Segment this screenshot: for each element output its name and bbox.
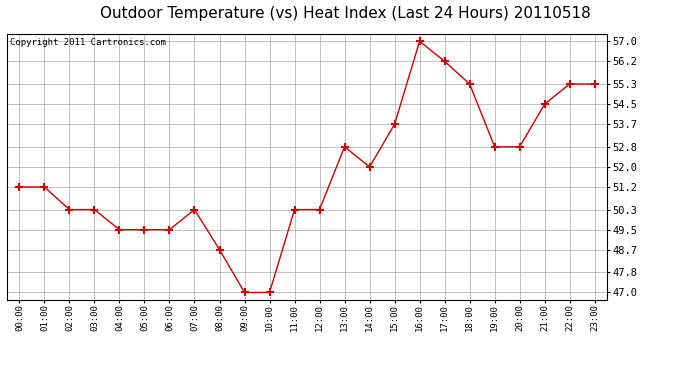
Text: Outdoor Temperature (vs) Heat Index (Last 24 Hours) 20110518: Outdoor Temperature (vs) Heat Index (Las…	[99, 6, 591, 21]
Text: Copyright 2011 Cartronics.com: Copyright 2011 Cartronics.com	[10, 38, 166, 47]
